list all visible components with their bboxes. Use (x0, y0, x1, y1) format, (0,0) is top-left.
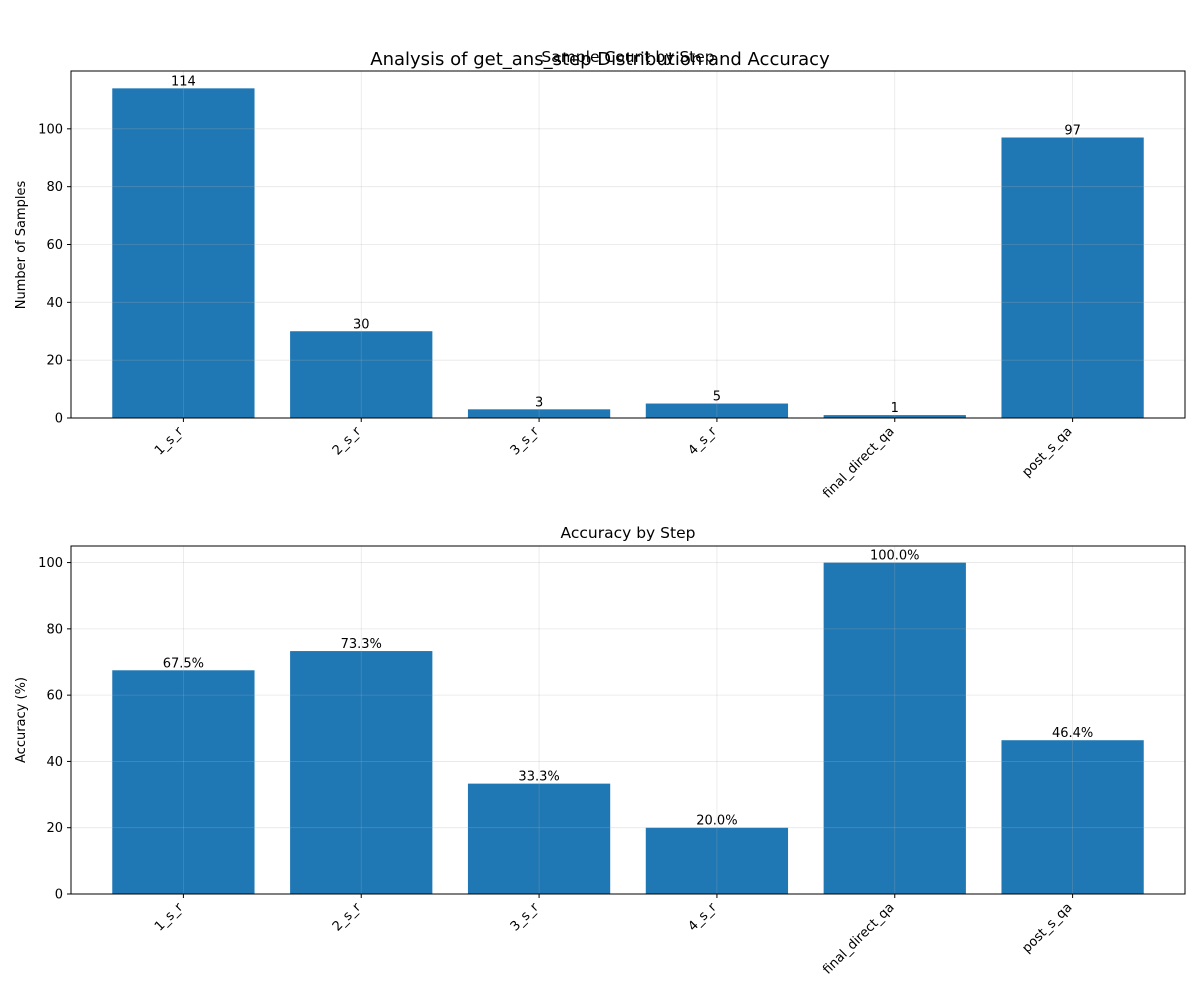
panel-title: Sample Count by Step (541, 48, 714, 66)
bar-3_s_r (467, 409, 611, 418)
y-axis-label: Number of Samples (14, 181, 29, 310)
data-label: 67.5% (163, 656, 204, 671)
data-label: 114 (171, 74, 196, 89)
bar-4_s_r (645, 403, 789, 418)
data-label: 1 (891, 401, 899, 416)
bar-final_direct_qa (823, 562, 966, 894)
y-tick-label: 40 (46, 296, 63, 311)
bar-2_s_r (290, 331, 433, 418)
y-tick-label: 100 (38, 556, 63, 571)
y-tick-label: 20 (46, 821, 63, 836)
data-label: 30 (353, 317, 370, 332)
data-label: 3 (535, 395, 543, 410)
y-tick-label: 20 (46, 354, 63, 369)
bar-post_s_qa (1001, 740, 1144, 894)
panel-sample-count: Sample Count by Step Number of Samples 0… (14, 48, 1186, 502)
data-label: 20.0% (696, 814, 737, 829)
data-label: 100.0% (870, 549, 920, 564)
data-label: 33.3% (518, 770, 559, 785)
data-label: 73.3% (341, 637, 382, 652)
y-tick-label: 0 (55, 412, 63, 427)
y-tick-label: 80 (46, 180, 63, 195)
figure-suptitle: Analysis of get_ans_step Distribution an… (370, 49, 830, 70)
data-label: 46.4% (1052, 726, 1093, 741)
bar-3_s_r (467, 783, 611, 894)
panel-title: Accuracy by Step (561, 524, 696, 542)
bar-2_s_r (290, 651, 433, 894)
y-tick-label: 60 (46, 238, 63, 253)
y-tick-label: 80 (46, 622, 63, 637)
y-tick-label: 100 (38, 122, 63, 137)
data-label: 5 (713, 390, 721, 405)
bar-final_direct_qa (823, 415, 966, 418)
y-tick-label: 60 (46, 689, 63, 704)
y-tick-label: 40 (46, 755, 63, 770)
y-tick-label: 0 (55, 888, 63, 903)
axes-frame (70, 545, 1186, 895)
data-label: 97 (1064, 124, 1081, 139)
y-axis-label: Accuracy (%) (14, 677, 29, 763)
bar-4_s_r (645, 827, 789, 894)
bar-post_s_qa (1001, 137, 1144, 418)
bar-1_s_r (112, 88, 255, 418)
bar-1_s_r (112, 670, 255, 894)
